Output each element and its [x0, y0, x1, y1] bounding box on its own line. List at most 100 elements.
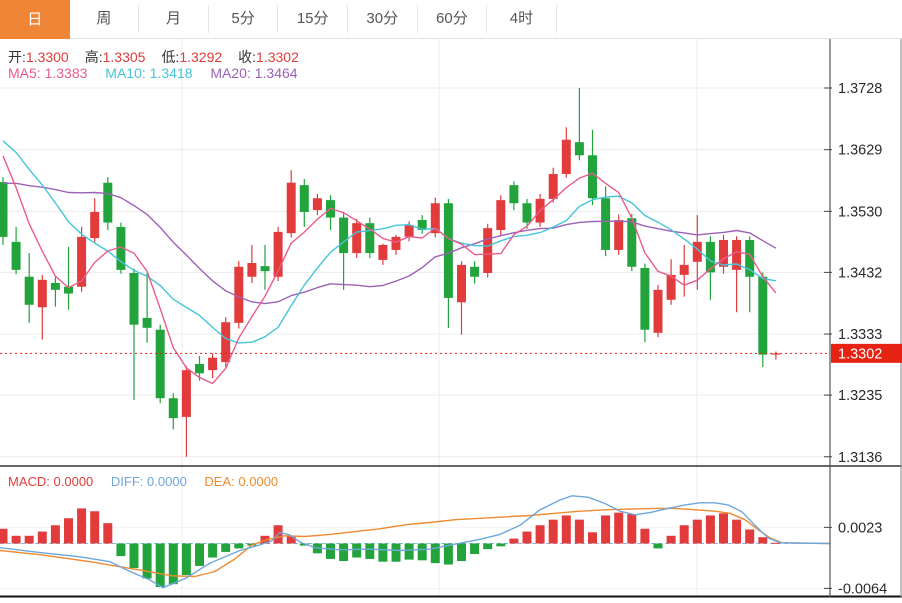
macd-bar [719, 513, 728, 544]
macd-bar [391, 543, 401, 562]
candle-bearish [299, 185, 309, 212]
candle-bullish [37, 279, 47, 308]
macd-bar [483, 543, 493, 550]
candle-bullish [181, 370, 191, 417]
macd-bar [116, 543, 126, 557]
candle-bearish [627, 218, 637, 267]
macd-bar [470, 543, 480, 555]
high-label: 高: [84, 49, 103, 65]
candle-bearish [705, 241, 715, 273]
dea-line [0, 507, 831, 578]
low-label: 低: [161, 49, 180, 65]
macd-bar [195, 543, 204, 566]
candle-bullish [666, 274, 676, 300]
macd-tick-label: -0.0064 [838, 581, 887, 597]
tab-60min[interactable]: 60分 [417, 5, 488, 33]
candle-bearish [522, 203, 532, 223]
candle-bullish [548, 173, 558, 199]
ohlc-legend: 开:1.3300 高:1.3305 低:1.3292 收:1.3302 [8, 47, 315, 67]
candle-bullish [90, 211, 100, 239]
candle-bullish [496, 200, 506, 231]
macd-bar [208, 543, 218, 558]
candle-bullish [483, 228, 493, 274]
macd-bar [588, 532, 597, 544]
macd-bar [679, 525, 689, 544]
macd-bar [548, 519, 558, 544]
tab-day[interactable]: 日 [0, 0, 70, 39]
macd-bar [404, 543, 414, 560]
macd-bar [666, 535, 676, 544]
macd-bar [443, 543, 453, 565]
macd-bar [509, 538, 519, 544]
candle-bullish [247, 263, 257, 277]
tab-5min[interactable]: 5分 [208, 5, 279, 33]
candle-bullish [404, 225, 414, 237]
macd-bar [142, 543, 152, 579]
candle-bearish [339, 217, 349, 254]
macd-bar [758, 537, 768, 544]
tab-15min[interactable]: 15分 [278, 5, 348, 33]
macd-bar [0, 528, 8, 544]
macd-bar [705, 515, 715, 544]
macd-bar [430, 543, 440, 564]
candle-bullish [208, 357, 218, 371]
candle-bullish [352, 223, 362, 254]
tab-30min[interactable]: 30分 [347, 5, 418, 33]
macd-bar [352, 543, 362, 558]
macd-bar [771, 542, 781, 544]
candle-bearish [365, 223, 375, 254]
tab-month[interactable]: 月 [139, 5, 209, 33]
candle-bullish [732, 239, 742, 270]
candle-bullish [771, 353, 781, 355]
tab-week[interactable]: 周 [69, 5, 140, 33]
candle-bearish [129, 273, 139, 325]
diff-line [0, 495, 831, 589]
macd-bar [129, 543, 139, 569]
macd-tick-label: 0.0023 [838, 520, 882, 536]
ma10-readout: MA10: 1.3418 [105, 65, 193, 81]
ma5-line [2, 155, 777, 385]
macd-bar [601, 515, 611, 544]
candle-bullish [430, 203, 440, 234]
candle-bullish [286, 182, 296, 234]
macd-bar [168, 543, 178, 585]
macd-bar [50, 525, 60, 544]
diff-readout: DIFF: 0.0000 [110, 474, 187, 489]
macd-bar [732, 519, 742, 544]
candle-bullish [234, 266, 244, 323]
candle-bearish [260, 266, 270, 272]
ma-legend: MA5: 1.3383 MA10: 1.3418 MA20: 1.3464 [8, 65, 312, 81]
candle-bullish [653, 289, 663, 333]
macd-bar [614, 512, 624, 544]
macd-bar [37, 531, 47, 544]
candle-bearish [601, 198, 611, 250]
candle-bullish [378, 244, 388, 260]
close-label: 收: [238, 49, 257, 65]
last-price-badge [831, 343, 902, 363]
macd-legend: MACD: 0.0000 DIFF: 0.0000 DEA: 0.0000 [8, 474, 292, 489]
candle-bearish [11, 241, 21, 270]
candle-bearish [168, 398, 178, 419]
candle-bullish [561, 139, 571, 174]
macd-bar [103, 523, 113, 544]
macd-bar [417, 543, 427, 561]
ma10-line [2, 140, 777, 344]
price-tick-label: 1.3728 [838, 81, 882, 97]
candle-bearish [116, 226, 126, 270]
tab-4hour[interactable]: 4时 [487, 5, 557, 33]
candle-bearish [470, 266, 480, 277]
candle-bearish [588, 155, 597, 199]
price-tick-label: 1.3629 [838, 143, 882, 159]
candle-bearish [142, 317, 152, 328]
candle-bullish [221, 322, 231, 363]
macd-bar [11, 535, 21, 544]
candle-bearish [155, 329, 165, 399]
macd-bar [627, 514, 637, 544]
macd-bar [561, 515, 571, 544]
candle-bullish [457, 264, 466, 303]
macd-bar [535, 525, 545, 544]
macd-bar [378, 543, 388, 562]
candle-bearish [417, 220, 427, 231]
